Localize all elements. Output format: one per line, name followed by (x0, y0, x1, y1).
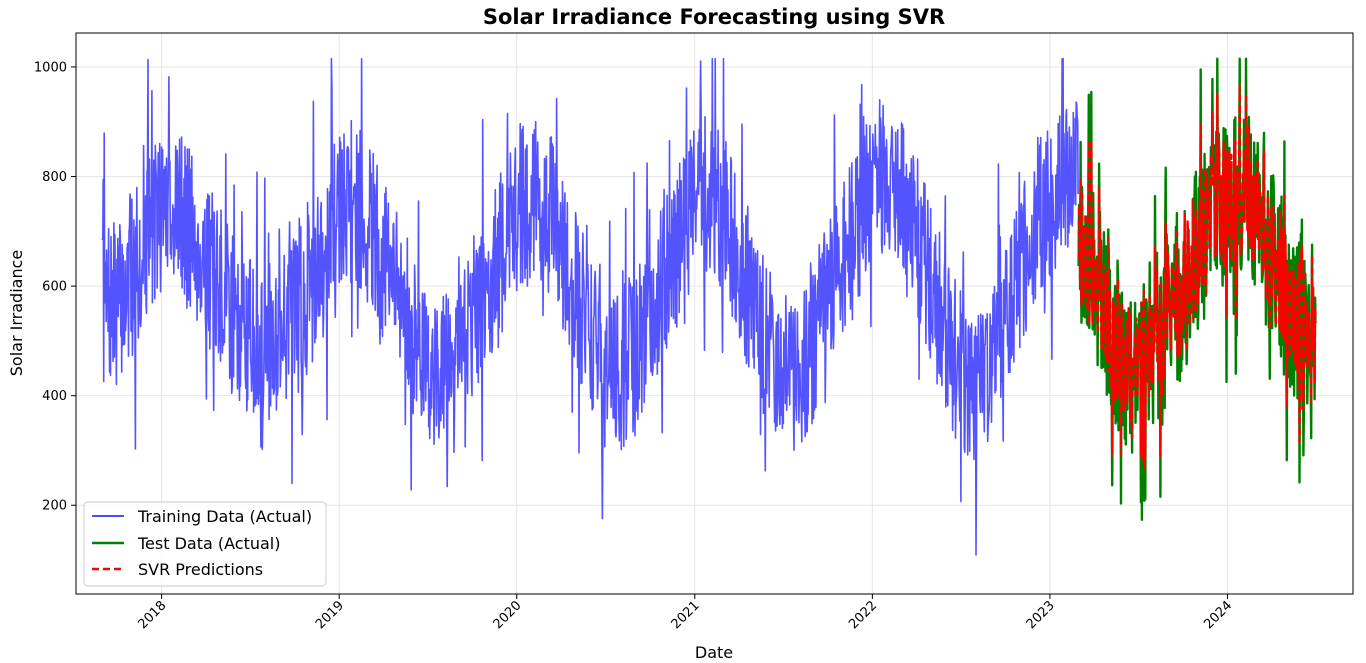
legend-label-training: Training Data (Actual) (137, 507, 312, 526)
series-training (101, 57, 1079, 556)
legend: Training Data (Actual) Test Data (Actual… (83, 501, 327, 587)
x-axis-label: Date (695, 643, 733, 662)
series-svr (1077, 85, 1317, 470)
series-layer (101, 57, 1317, 556)
y-tick-label: 1000 (34, 60, 67, 75)
y-ticks: 200 400 600 800 1000 (34, 60, 76, 514)
legend-box (83, 501, 327, 587)
y-tick-label: 800 (42, 170, 67, 185)
chart-title: Solar Irradiance Forecasting using SVR (483, 5, 945, 29)
y-axis-label: Solar Irradiance (7, 250, 26, 376)
y-tick-label: 200 (42, 499, 67, 514)
legend-label-svr: SVR Predictions (138, 560, 263, 579)
plot-frame (75, 32, 1354, 595)
legend-label-test: Test Data (Actual) (137, 534, 281, 553)
y-tick-label: 400 (42, 389, 67, 404)
y-tick-label: 600 (42, 280, 67, 295)
